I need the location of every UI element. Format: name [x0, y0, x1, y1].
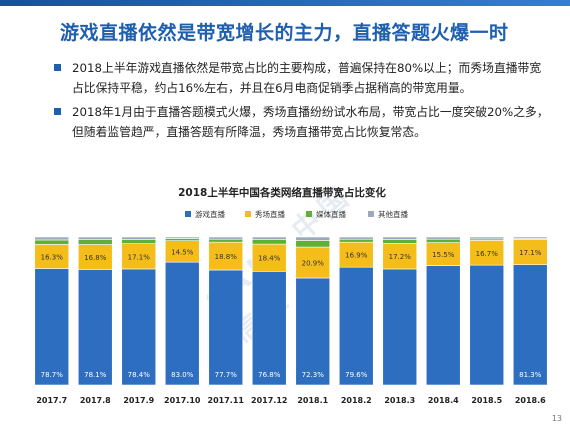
- bar-segment: [425, 265, 461, 386]
- bar-segment: [469, 264, 505, 386]
- data-label: 79.6%: [345, 371, 368, 379]
- x-tick-label: 2017.9: [123, 396, 154, 405]
- bar-segment: [34, 236, 70, 241]
- bar-segment: [34, 244, 70, 269]
- bar-segment: [338, 266, 374, 386]
- legend-label: 游戏直播: [195, 209, 225, 219]
- bar-segment: [469, 236, 505, 240]
- bar-segment: [251, 271, 287, 386]
- data-label: 14.5%: [171, 248, 194, 256]
- bar-segment: [164, 261, 200, 386]
- bar-segment: [512, 236, 548, 239]
- x-tick-label: 2018.2: [341, 396, 372, 405]
- legend-label: 媒体直播: [316, 209, 346, 219]
- bar-segment: [34, 268, 70, 386]
- data-label: 16.8%: [84, 254, 107, 262]
- data-label: 16.7%: [476, 250, 499, 258]
- x-tick-label: 2017.10: [164, 396, 201, 405]
- bar-segment: [512, 264, 548, 386]
- data-label: 17.1%: [519, 249, 542, 257]
- x-tick-label: 2018.5: [471, 396, 502, 405]
- bar-segment: [425, 238, 461, 243]
- bullet-square-icon: [54, 64, 61, 71]
- bar-segment: [77, 269, 113, 386]
- bar-segment: [164, 236, 200, 239]
- bar-segment: [469, 240, 505, 266]
- x-tick-label: 2017.7: [36, 396, 67, 405]
- data-label: 17.1%: [128, 253, 151, 261]
- bar-segment: [208, 236, 244, 240]
- bar-segment: [382, 268, 418, 386]
- bar-segment: [382, 236, 418, 240]
- data-label: 18.4%: [258, 255, 281, 263]
- bar-segment: [77, 236, 113, 240]
- bar-segment: [382, 243, 418, 270]
- bar-segment: [208, 238, 244, 243]
- legend-swatch: [185, 211, 191, 217]
- bar-segment: [338, 236, 374, 240]
- data-label: 76.8%: [258, 371, 281, 379]
- x-tick-label: 2017.11: [208, 396, 245, 405]
- bar-segment: [208, 269, 244, 386]
- page-number: 13: [551, 414, 562, 423]
- bar-segment: [164, 238, 200, 241]
- chart-legend: 游戏直播 秀场直播 媒体直播 其他直播: [185, 209, 408, 219]
- data-label: 16.3%: [41, 253, 64, 261]
- bullet-item: 2018上半年游戏直播依然是带宽占比的主要构成，普遍保持在80%以上；而秀场直播…: [52, 58, 552, 98]
- x-tick-label: 2017.12: [251, 396, 287, 405]
- x-tick-label: 2018.4: [428, 396, 459, 405]
- x-tick-label: 2018.3: [384, 396, 415, 405]
- bar-segment: [208, 241, 244, 271]
- x-axis: 2017.7 2017.8 2017.9 2017.10 2017.11 2017.12 2…: [36, 396, 546, 405]
- bar-segment: [121, 268, 157, 386]
- data-label: 16.9%: [345, 252, 368, 260]
- chart-title: 2018上半年中国各类网络直播带宽占比变化: [178, 186, 386, 199]
- bar-segment: [338, 238, 374, 243]
- bar-segment: [251, 239, 287, 245]
- bar-segment: [34, 239, 70, 245]
- top-accent-band: [0, 0, 570, 6]
- data-label: 78.4%: [128, 371, 151, 379]
- bullet-square-icon: [54, 108, 61, 115]
- bar-segment: [77, 239, 113, 245]
- legend-swatch: [368, 211, 374, 217]
- data-label: 18.8%: [215, 253, 238, 261]
- bar-segment: [251, 236, 287, 240]
- data-label: 83.0%: [171, 371, 194, 379]
- bullet-text: 2018年1月由于直播答题模式火爆，秀场直播纷纷试水布局，带宽占比一度突破20%…: [72, 105, 549, 139]
- bar-segment: [121, 239, 157, 244]
- chart-bars: 78.7% 16.3% 78.1% 16.8% 78.4% 17.1% 83.0% 14.5%…: [34, 236, 548, 386]
- x-tick-label: 2018.1: [297, 396, 328, 405]
- bar-segment: [425, 236, 461, 240]
- bar-segment: [295, 236, 331, 241]
- x-tick-label: 2017.8: [80, 396, 111, 405]
- data-label: 15.5%: [432, 251, 455, 259]
- bar-segment: [512, 239, 548, 265]
- bar-segment: [121, 236, 157, 240]
- bar-segment: [295, 240, 331, 248]
- data-label: 72.3%: [302, 371, 325, 379]
- data-label: 81.3%: [519, 371, 542, 379]
- data-label: 17.2%: [389, 253, 412, 261]
- legend-label: 秀场直播: [255, 209, 285, 219]
- legend-swatch: [245, 211, 251, 217]
- legend-swatch: [306, 211, 312, 217]
- bar-segment: [295, 277, 331, 386]
- bullet-text: 2018上半年游戏直播依然是带宽占比的主要构成，普遍保持在80%以上；而秀场直播…: [72, 61, 542, 95]
- bar-segment: [382, 239, 418, 244]
- data-label: 77.7%: [215, 371, 238, 379]
- data-label: 78.7%: [41, 371, 64, 379]
- bullet-item: 2018年1月由于直播答题模式火爆，秀场直播纷纷试水布局，带宽占比一度突破20%…: [52, 102, 552, 142]
- x-tick-label: 2018.6: [515, 396, 546, 405]
- data-label: 20.9%: [302, 260, 325, 268]
- bullet-list: 2018上半年游戏直播依然是带宽占比的主要构成，普遍保持在80%以上；而秀场直播…: [52, 58, 552, 146]
- legend-label: 其他直播: [378, 209, 408, 219]
- bar-segment: [338, 241, 374, 268]
- slide-title: 游戏直播依然是带宽增长的主力，直播答题火爆一时: [60, 22, 509, 44]
- data-label: 78.1%: [84, 371, 107, 379]
